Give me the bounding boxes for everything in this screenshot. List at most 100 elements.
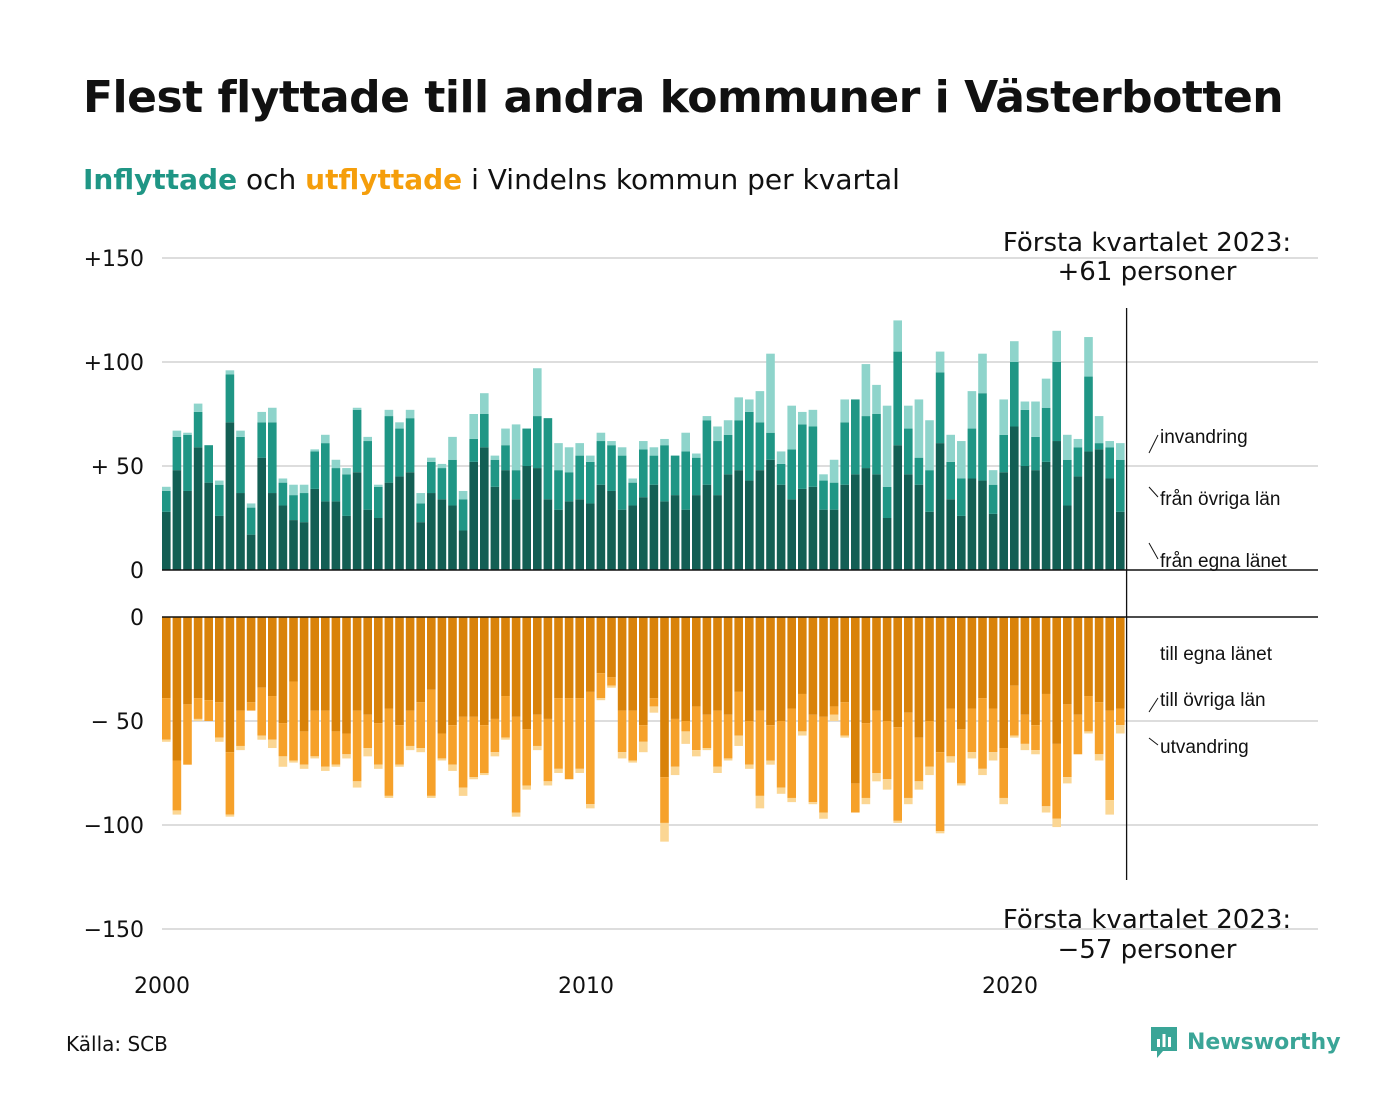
bar-in-invandring bbox=[352, 407, 362, 410]
bar-in-invandring bbox=[702, 416, 712, 421]
bar-in-egna bbox=[745, 480, 754, 570]
bar-in-ovriga bbox=[649, 455, 659, 485]
bar-out-egna bbox=[543, 617, 553, 719]
bar-out-egna bbox=[448, 617, 457, 726]
bar-out-egna bbox=[342, 617, 351, 734]
bar-in-egna bbox=[787, 499, 796, 570]
bar-out-ovriga bbox=[935, 752, 945, 832]
bar-in-invandring bbox=[861, 364, 871, 417]
leader-line bbox=[1148, 697, 1159, 713]
brand-logo[interactable]: Newsworthy bbox=[1149, 1025, 1341, 1059]
bar-in-ovriga bbox=[225, 374, 235, 423]
y-tick-label: + 50 bbox=[91, 455, 144, 480]
bar-out-ovriga bbox=[204, 700, 213, 721]
bar-in-ovriga bbox=[342, 474, 351, 516]
bar-out-utvandring bbox=[257, 735, 266, 740]
bar-out-ovriga bbox=[342, 733, 351, 755]
bar-in-invandring bbox=[321, 434, 330, 444]
bar-out-egna bbox=[1063, 617, 1072, 705]
bar-in-egna bbox=[999, 472, 1008, 570]
bar-in-invandring bbox=[480, 393, 489, 414]
bar-out-utvandring bbox=[829, 714, 839, 721]
bar-in-invandring bbox=[533, 368, 542, 417]
bar-out-ovriga bbox=[851, 783, 860, 813]
bar-in-ovriga bbox=[331, 468, 341, 502]
bar-out-utvandring bbox=[670, 766, 680, 776]
bar-in-ovriga bbox=[299, 493, 309, 523]
y-tick-label: +100 bbox=[84, 351, 144, 376]
bar-in-egna bbox=[1084, 451, 1093, 570]
bar-out-utvandring bbox=[978, 768, 987, 776]
bar-in-egna bbox=[342, 515, 351, 570]
bar-in-invandring bbox=[342, 468, 351, 475]
bar-in-invandring bbox=[162, 486, 171, 491]
bar-out-utvandring bbox=[649, 706, 659, 713]
bar-out-ovriga bbox=[745, 721, 754, 765]
bar-out-utvandring bbox=[299, 764, 309, 769]
bar-out-egna bbox=[299, 617, 309, 732]
bar-out-ovriga bbox=[829, 706, 839, 715]
bar-out-egna bbox=[914, 617, 924, 738]
bar-in-egna bbox=[458, 530, 468, 570]
bar-out-utvandring bbox=[469, 777, 478, 780]
bar-out-utvandring bbox=[798, 731, 807, 736]
bar-out-ovriga bbox=[215, 702, 224, 738]
y-tick-label: 0 bbox=[130, 559, 144, 584]
bar-out-utvandring bbox=[967, 752, 977, 759]
bar-out-ovriga bbox=[840, 702, 849, 736]
bar-in-invandring bbox=[798, 411, 807, 425]
bar-out-egna bbox=[766, 617, 775, 726]
bar-out-utvandring bbox=[501, 737, 510, 740]
bar-in-invandring bbox=[1063, 434, 1072, 460]
bar-in-egna bbox=[946, 499, 955, 570]
bar-out-ovriga bbox=[384, 708, 394, 796]
bar-in-invandring bbox=[1084, 337, 1093, 377]
bar-out-ovriga bbox=[999, 748, 1008, 798]
bar-in-invandring bbox=[183, 432, 192, 435]
bar-out-utvandring bbox=[766, 760, 775, 765]
bar-in-ovriga bbox=[957, 478, 966, 516]
bar-out-egna bbox=[564, 617, 574, 699]
bar-in-invandring bbox=[193, 403, 203, 412]
series-label-in: från övriga län bbox=[1160, 489, 1280, 510]
bar-in-egna bbox=[829, 509, 839, 570]
bar-in-invandring bbox=[225, 370, 235, 375]
bar-out-utvandring bbox=[193, 718, 203, 721]
bar-in-invandring bbox=[268, 407, 277, 423]
bar-out-utvandring bbox=[660, 822, 669, 842]
bar-out-egna bbox=[798, 617, 807, 694]
bar-out-utvandring bbox=[321, 766, 330, 771]
bar-in-ovriga bbox=[829, 482, 839, 510]
bar-in-invandring bbox=[607, 441, 616, 446]
bar-out-ovriga bbox=[533, 714, 542, 746]
bar-in-egna bbox=[490, 486, 500, 570]
bar-out-egna bbox=[416, 617, 425, 703]
annotation-top-line1: Första kvartalet 2023: bbox=[1003, 228, 1291, 258]
bar-out-utvandring bbox=[1041, 806, 1051, 813]
bar-out-utvandring bbox=[861, 797, 871, 805]
bar-in-egna bbox=[1063, 505, 1072, 570]
bar-out-ovriga bbox=[193, 698, 203, 719]
bar-in-egna bbox=[1041, 461, 1051, 570]
bar-out-ovriga bbox=[596, 673, 606, 699]
bar-out-egna bbox=[268, 617, 277, 697]
bar-out-utvandring bbox=[331, 764, 341, 767]
bar-in-ovriga bbox=[246, 507, 256, 535]
leader-line bbox=[1148, 737, 1159, 746]
bar-out-ovriga bbox=[639, 725, 648, 742]
bar-out-egna bbox=[437, 617, 447, 734]
bar-in-egna bbox=[299, 522, 309, 570]
bar-out-egna bbox=[352, 617, 362, 711]
bar-out-utvandring bbox=[162, 739, 171, 742]
bar-out-egna bbox=[967, 617, 977, 709]
bar-in-egna bbox=[172, 470, 182, 570]
bar-out-utvandring bbox=[575, 768, 584, 773]
bar-in-ovriga bbox=[490, 459, 500, 487]
bar-in-egna bbox=[437, 499, 447, 570]
bar-out-ovriga bbox=[904, 712, 913, 798]
bar-in-egna bbox=[1094, 449, 1104, 570]
brand-name: Newsworthy bbox=[1187, 1029, 1341, 1055]
bar-out-egna bbox=[162, 617, 171, 699]
bar-out-ovriga bbox=[649, 698, 659, 707]
bar-in-egna bbox=[1116, 511, 1125, 570]
